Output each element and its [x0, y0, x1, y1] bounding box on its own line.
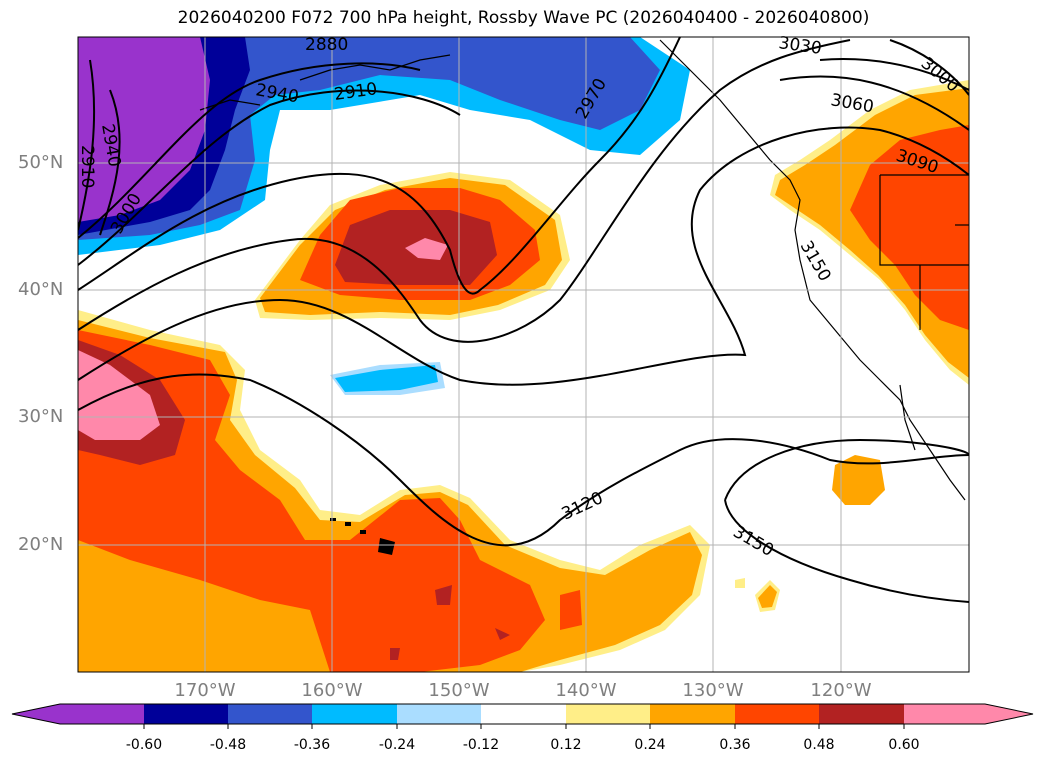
longitude-label: 160°W [301, 680, 363, 701]
colorbar-tick-label: -0.24 [378, 737, 416, 753]
longitude-label: 130°W [682, 680, 744, 701]
height-contours [78, 37, 969, 603]
latitude-label: 20°N [18, 534, 64, 555]
latitude-label: 30°N [18, 406, 64, 427]
colorbar-tick-label: -0.12 [462, 737, 500, 753]
contour-label: 3150 [796, 238, 835, 285]
figure-title: 2026040200 F072 700 hPa height, Rossby W… [177, 8, 870, 28]
hawaii-islands [330, 518, 395, 555]
contour-label: 3060 [829, 90, 875, 117]
colorbar-tick-label: 0.60 [888, 737, 920, 753]
longitude-label: 170°W [174, 680, 236, 701]
colorbar-tick-label: 0.48 [803, 737, 835, 753]
contour-label: 2880 [305, 35, 348, 55]
map-frame [77, 36, 970, 673]
contour-label: 3120 [559, 488, 607, 524]
longitude-label: 120°W [810, 680, 872, 701]
anomaly-shading [78, 37, 969, 672]
small-negative-core [335, 365, 438, 392]
colorbar-tick-label: 0.12 [550, 737, 582, 753]
colorbar-tick-label: -0.60 [125, 737, 163, 753]
colorbar-tick-label: -0.48 [209, 737, 247, 753]
longitude-label: 150°W [428, 680, 490, 701]
latitude-label: 50°N [18, 152, 64, 173]
colorbar-tick-label: -0.36 [293, 737, 331, 753]
colorbar-tick-label: 0.36 [719, 737, 751, 753]
coastline [199, 39, 969, 501]
latitude-label: 40°N [18, 279, 64, 300]
colorbar-tick-label: 0.24 [634, 737, 666, 753]
colorbar [11, 703, 1034, 729]
graticule [78, 37, 969, 672]
longitude-label: 140°W [555, 680, 617, 701]
contour-label: 2910 [77, 145, 97, 188]
contour-label: 3150 [730, 522, 777, 561]
